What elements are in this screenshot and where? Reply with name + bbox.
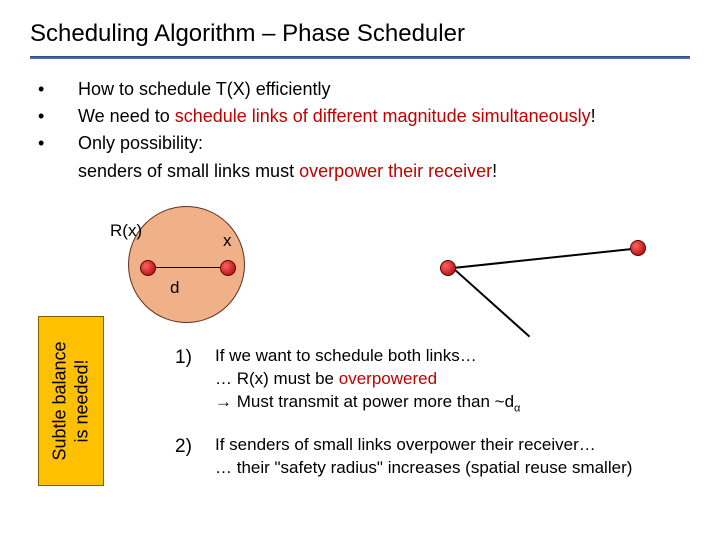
bullet-marker: • [30, 131, 78, 156]
text-fragment: We need to [78, 106, 175, 126]
text-fragment-red: overpowered [339, 369, 437, 388]
node-dot [220, 260, 236, 276]
callout-box: Subtle balance is needed! [38, 316, 104, 486]
callout-text: Subtle balance is needed! [49, 341, 92, 460]
label-x: x [223, 231, 232, 251]
note-number: 2) [175, 434, 215, 460]
bullet-item: • How to schedule T(X) efficiently [30, 77, 720, 102]
node-dot [440, 260, 456, 276]
bullet-text: Only possibility: [78, 131, 720, 156]
bullet-text: We need to schedule links of different m… [78, 104, 720, 129]
bullet-marker: • [30, 104, 78, 129]
bullet-list: • How to schedule T(X) efficiently • We … [30, 77, 720, 184]
text-alpha: α [514, 402, 520, 414]
bullet-item: • We need to schedule links of different… [30, 104, 720, 129]
text-fragment: ! [591, 106, 596, 126]
text-fragment: If senders of small links overpower thei… [215, 435, 596, 454]
link-line [452, 267, 530, 337]
notes-list: 1) If we want to schedule both links… … … [175, 345, 632, 498]
text-fragment-red: overpower their receiver [299, 161, 492, 181]
text-fragment: If we want to schedule both links… [215, 346, 477, 365]
title-underline [30, 56, 690, 59]
node-dot [140, 260, 156, 276]
text-fragment-red: schedule links of different magnitude si… [175, 106, 591, 126]
bullet-item: • Only possibility: [30, 131, 720, 156]
note-item: 2) If senders of small links overpower t… [175, 434, 632, 480]
bullet-continuation: senders of small links must overpower th… [78, 159, 720, 184]
text-fragment: … R(x) must be [215, 369, 339, 388]
bullet-text: How to schedule T(X) efficiently [78, 77, 720, 102]
link-line [453, 248, 632, 268]
text-fragment: Subtle balance [49, 341, 69, 460]
note-body: If we want to schedule both links… … R(x… [215, 345, 632, 416]
text-fragment: … their "safety radius" increases (spati… [215, 458, 632, 477]
note-item: 1) If we want to schedule both links… … … [175, 345, 632, 416]
node-dot [630, 240, 646, 256]
text-fragment: ! [492, 161, 497, 181]
note-number: 1) [175, 345, 215, 371]
link-diagram: R(x) x d [0, 196, 720, 356]
label-d: d [170, 278, 179, 298]
link-line [154, 267, 222, 269]
label-rx: R(x) [110, 221, 142, 241]
bullet-marker: • [30, 77, 78, 102]
text-fragment: → Must transmit at power more than ~d [215, 392, 514, 411]
note-body: If senders of small links overpower thei… [215, 434, 632, 480]
text-fragment: senders of small links must [78, 161, 299, 181]
text-fragment: is needed! [71, 359, 91, 442]
slide-title: Scheduling Algorithm – Phase Scheduler [0, 0, 720, 56]
